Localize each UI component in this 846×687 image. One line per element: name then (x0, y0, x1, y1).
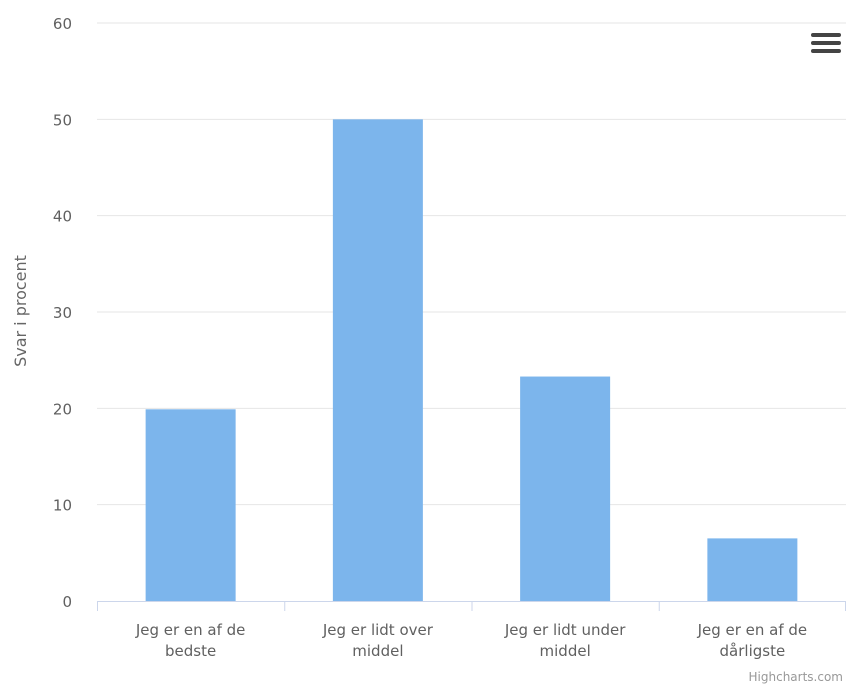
y-tick-label: 60 (53, 15, 72, 33)
y-axis-title: Svar i procent (11, 255, 30, 367)
x-category-label: Jeg er lidt over middel (322, 621, 434, 660)
y-tick-label: 20 (53, 400, 72, 418)
y-tick-label: 50 (53, 111, 72, 129)
hamburger-menu-icon[interactable] (810, 28, 842, 58)
y-axis-ticks: 0 10 20 30 40 50 60 (53, 15, 72, 611)
y-tick-label: 10 (53, 497, 72, 515)
x-axis: Jeg er en af de bedste Jeg er lidt over mid… (97, 601, 846, 660)
credits-link[interactable]: Highcharts.com (749, 670, 843, 684)
x-category-label: Jeg er en af de dårligste (697, 621, 808, 660)
bar[interactable] (707, 538, 798, 601)
y-tick-label: 40 (53, 208, 72, 226)
y-tick-label: 0 (62, 593, 72, 611)
bar[interactable] (520, 376, 611, 601)
gridlines (97, 22, 846, 506)
bar[interactable] (332, 119, 423, 601)
x-category-label: Jeg er lidt under middel (504, 621, 626, 660)
y-tick-label: 30 (53, 304, 72, 322)
bar[interactable] (145, 409, 236, 601)
x-category-label: Jeg er en af de bedste (135, 621, 246, 660)
bars (145, 119, 798, 601)
